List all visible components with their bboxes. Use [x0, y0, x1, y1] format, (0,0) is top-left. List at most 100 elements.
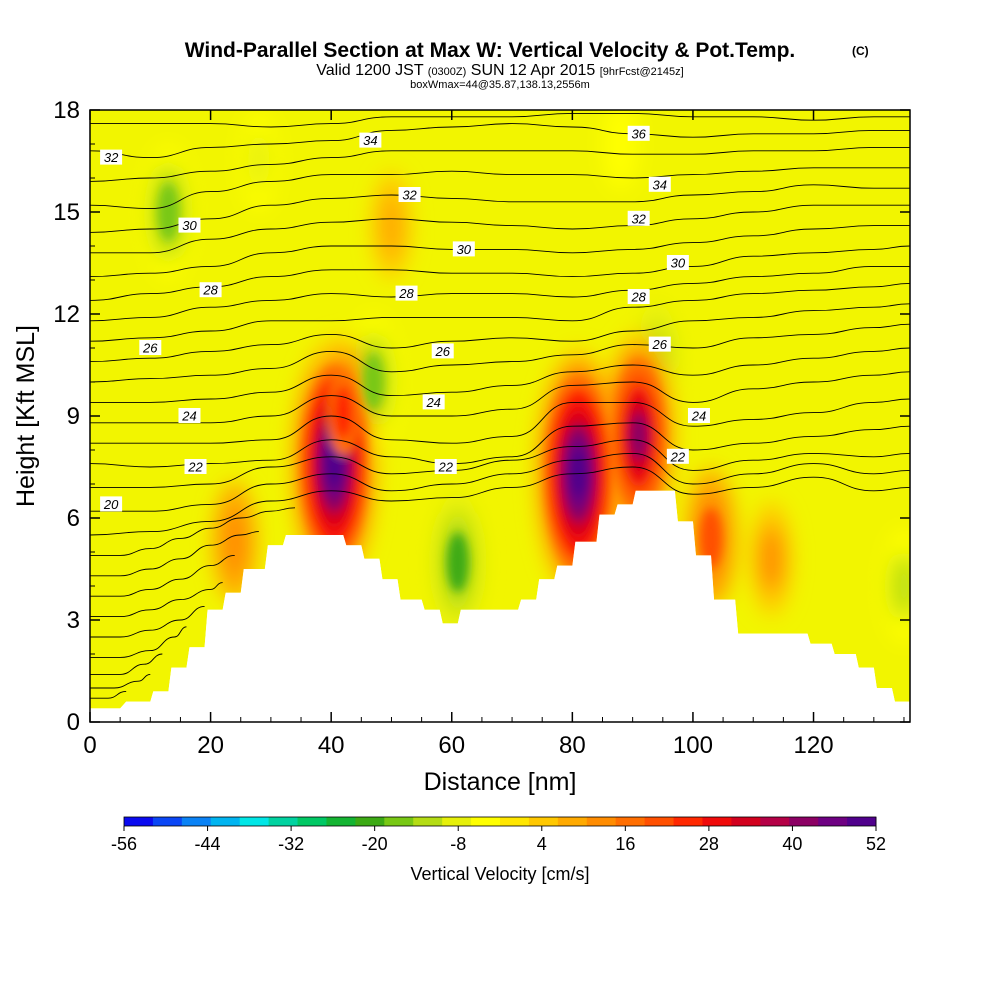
- isentrope-13: [90, 371, 910, 424]
- isentrope-22: [90, 582, 223, 618]
- chart-subtitle: Valid 1200 JST (0300Z) SUN 12 Apr 2015 […: [316, 62, 683, 79]
- contour-label-9: 30: [457, 242, 472, 257]
- colorbar-swatch-0: [124, 817, 154, 826]
- colorbar-tick-label-7: 28: [699, 834, 719, 854]
- x-tick-label-1: 20: [197, 732, 224, 759]
- colorbar-swatch-13: [500, 817, 530, 826]
- colorbar-swatch-11: [442, 817, 472, 826]
- terrain: [90, 490, 910, 722]
- updraft-core-5-band-2: [379, 194, 404, 258]
- isentrope-9: [90, 282, 910, 342]
- isentropes: [90, 112, 910, 699]
- x-tick-label-3: 60: [438, 732, 465, 759]
- contour-label-13: 22: [438, 460, 454, 475]
- downdraft-core-2-band-3: [362, 353, 385, 411]
- isentrope-17: [90, 452, 910, 512]
- colorbar-tick-label-9: 52: [866, 834, 886, 854]
- y-tick-label-0: 0: [67, 709, 80, 736]
- colorbar-tick-label-5: 4: [537, 834, 547, 854]
- updraft-core-6-band-2: [221, 506, 248, 577]
- contour-label-16: 32: [631, 211, 646, 226]
- updraft-core-2-band-7: [630, 412, 648, 460]
- contour-label-8: 32: [402, 188, 417, 203]
- y-tick-label-5: 15: [53, 199, 80, 226]
- contour-label-bg-9: [452, 241, 475, 257]
- isentrope-20: [90, 531, 259, 577]
- contour-label-14: 36: [631, 126, 646, 141]
- y-tick-label-6: 18: [53, 97, 80, 124]
- isentrope-18: [90, 466, 910, 536]
- contour-label-bg-3: [139, 340, 162, 355]
- colorbar-swatch-3: [210, 817, 241, 826]
- y-tick-label-1: 3: [67, 607, 80, 634]
- contour-label-11: 26: [434, 344, 450, 359]
- colorbar-swatch-17: [615, 817, 646, 826]
- isentrope-3: [90, 167, 910, 210]
- contour-label-bg-20: [687, 408, 710, 423]
- colorbar-swatch-23: [789, 817, 819, 826]
- colorbar-swatch-20: [702, 817, 732, 826]
- updraft-core-4-band-2: [759, 525, 784, 592]
- contour-label-10: 28: [398, 286, 414, 301]
- colorbar-swatch-18: [644, 817, 675, 826]
- colorbar-swatch-9: [384, 817, 414, 826]
- chart-subtitle-box: boxWmax=44@35.87,138.13,2556m: [410, 79, 590, 91]
- colorbar-tick-label-0: -56: [111, 834, 137, 854]
- plot-area: 32 30 28 26 24 22 20 34 32 30 28 26 24 22 36 34 32 30 28 26…: [90, 110, 910, 722]
- colorbar-swatch-19: [673, 817, 703, 826]
- updraft-core-3-band-4: [333, 385, 354, 440]
- contour-label-17: 30: [671, 256, 686, 271]
- isentrope-10: [90, 303, 910, 363]
- colorbar-swatch-4: [239, 817, 270, 826]
- isentrope-27: [90, 690, 127, 699]
- contour-label-21: 22: [670, 449, 686, 464]
- contour-label-6: 20: [103, 497, 119, 512]
- x-axis: 0 20 40 60 80 100 120: [83, 110, 905, 759]
- colorbar-tick-label-4: -8: [450, 834, 466, 854]
- contour-label-1: 30: [182, 218, 197, 233]
- isentrope-12: [90, 347, 910, 403]
- isentrope-25: [90, 653, 163, 675]
- subtitle-valid: Valid 1200 JST: [316, 62, 424, 79]
- colorbar-swatch-7: [326, 817, 356, 826]
- colorbar-swatch-8: [355, 817, 385, 826]
- contour-label-bg-8: [398, 187, 421, 202]
- colorbar-swatch-21: [731, 817, 761, 826]
- isentrope-24: [90, 626, 187, 658]
- x-tick-label-5: 100: [673, 732, 713, 759]
- downdraft-core-0-band-3: [157, 183, 180, 241]
- contour-label-bg-10: [395, 285, 418, 301]
- colorbar-tick-label-8: 40: [782, 834, 802, 854]
- chart-title-mark: (C): [852, 44, 869, 58]
- x-tick-label-2: 40: [318, 732, 345, 759]
- colorbar-title: Vertical Velocity [cm/s]: [410, 864, 589, 884]
- contour-label-bg-4: [178, 408, 201, 423]
- contour-label-bg-5: [184, 459, 207, 474]
- subtitle-utc: (0300Z): [428, 66, 467, 78]
- contour-label-7: 34: [363, 133, 377, 148]
- x-tick-label-4: 80: [559, 732, 586, 759]
- colorbar-tick-label-1: -44: [195, 834, 221, 854]
- colorbar-swatch-5: [268, 817, 299, 826]
- colorbar-tick-label-3: -20: [362, 834, 388, 854]
- isentrope-15: [90, 422, 910, 468]
- colorbar: -56 -44 -32 -20 -8 4 16 28 40 52: [111, 816, 886, 854]
- colorbar-frame: [123, 816, 877, 827]
- contour-label-18: 28: [630, 290, 646, 305]
- contour-label-3: 26: [142, 341, 158, 356]
- colorbar-swatch-14: [528, 817, 559, 826]
- downdraft-core-5-band-2: [891, 552, 910, 620]
- colorbar-swatch-12: [471, 817, 501, 826]
- contour-label-19: 26: [652, 337, 668, 352]
- contour-label-bg-16: [627, 210, 650, 226]
- chart-title: Wind-Parallel Section at Max W: Vertical…: [185, 39, 796, 62]
- y-tick-label-4: 12: [53, 301, 80, 328]
- contour-label-bg-21: [666, 448, 689, 464]
- downdraft-core-1-band-3: [446, 532, 469, 593]
- colorbar-swatch-25: [847, 817, 877, 826]
- isentrope-1: [90, 123, 910, 159]
- x-axis-title: Distance [nm]: [424, 768, 577, 796]
- isentrope-19: [90, 507, 296, 556]
- contour-label-2: 28: [202, 283, 218, 298]
